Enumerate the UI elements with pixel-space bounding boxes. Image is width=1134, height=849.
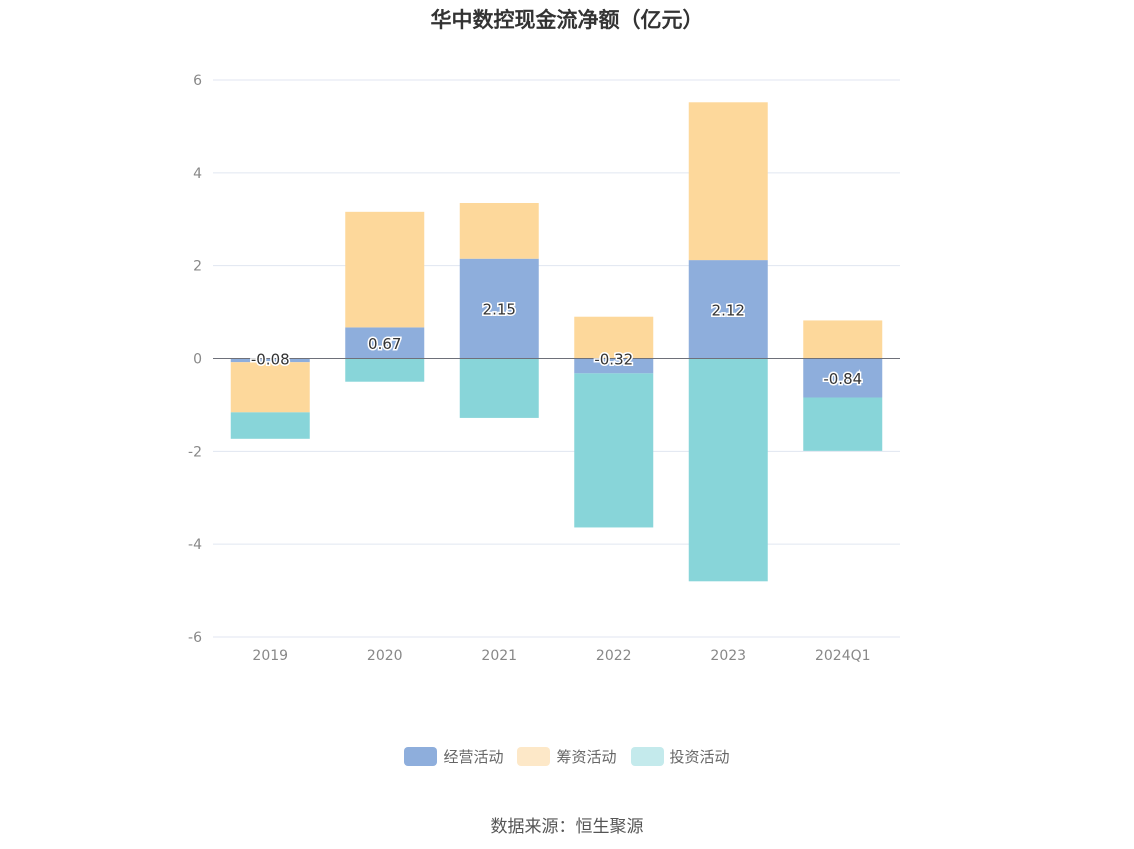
bar-operating [230,358,310,363]
bar-operating [688,260,768,359]
y-tick-label: 2 [193,259,202,275]
legend: 经营活动 筹资活动 投资活动 [0,746,1134,767]
bar-investing [230,412,310,439]
data-label: -0.32 [594,351,633,369]
bar-financing [345,211,425,328]
legend-item-operating[interactable]: 经营活动 [404,746,503,767]
bar-financing [459,203,539,259]
bar-operating [459,258,539,359]
x-tick-label: 2019 [252,648,288,664]
legend-item-investing[interactable]: 投资活动 [630,746,730,767]
legend-label-financing: 筹资活动 [556,748,617,766]
bar-operating [803,358,883,398]
x-tick-label: 2020 [367,648,403,664]
y-tick-label: 6 [193,73,202,89]
x-tick-label: 2021 [481,648,517,664]
y-tick-label: 0 [193,352,202,368]
legend-item-financing[interactable]: 筹资活动 [517,746,617,767]
legend-swatch-operating [404,747,438,766]
bar-investing [459,358,539,418]
x-tick-label: 2024Q1 [815,648,871,664]
data-label: -0.84 [823,370,862,388]
legend-label-operating: 经营活动 [443,748,504,766]
data-source: 数据来源：恒生聚源 [490,817,644,837]
data-label: 2.12 [712,301,745,319]
legend-label-investing: 投资活动 [669,748,730,766]
bar-financing [230,362,310,413]
x-tick-label: 2022 [596,648,632,664]
y-tick-label: -2 [188,444,202,460]
legend-swatch-financing [517,747,551,766]
bar-investing [345,358,425,382]
data-label: -0.08 [251,351,290,369]
legend-swatch-investing [630,747,664,766]
chart-title: 华中数控现金流净额（亿元） [430,8,704,32]
data-label: 2.15 [483,301,516,319]
y-tick-label: -6 [188,630,202,646]
data-label: 0.67 [368,335,401,353]
bar-investing [803,397,883,451]
bar-financing [574,316,654,359]
bar-investing [574,373,654,528]
bar-investing [688,358,768,582]
x-tick-label: 2023 [710,648,746,664]
bar-operating [345,327,425,359]
bar-financing [803,320,883,359]
y-tick-label: 4 [193,166,202,182]
bar-operating [574,358,654,374]
bar-financing [688,102,768,261]
y-tick-label: -4 [188,537,202,553]
